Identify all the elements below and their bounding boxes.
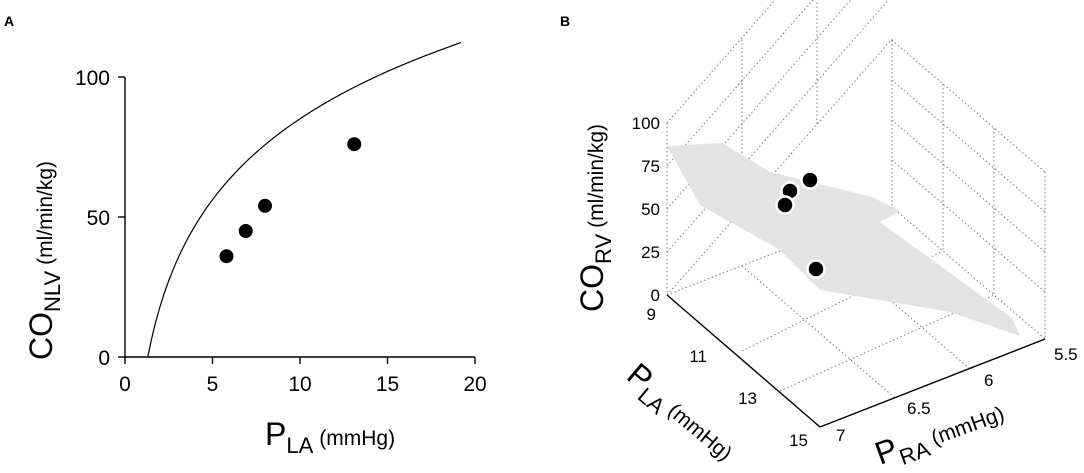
panel-a-y-tick-label: 100	[75, 67, 110, 90]
panel-b-pra-label-unit: (mmHg)	[928, 402, 1007, 450]
panel-a-x-axis-label: PLA (mmHg)	[265, 416, 395, 458]
panel-a-points	[217, 135, 364, 266]
panel-b: B	[560, 0, 1078, 473]
panel-a-point-4	[345, 135, 364, 154]
panel-b-pla-tick-label: 11	[689, 347, 707, 366]
panel-b-pla-axis	[666, 294, 821, 428]
panel-b-letter: B	[560, 13, 570, 29]
panel-b-pra-tick-label: 6	[984, 371, 993, 390]
panel-a-point-2	[236, 222, 255, 240]
panel-a-point-3	[256, 196, 274, 215]
panel-b-back-wall-grid	[891, 39, 1046, 339]
panel-b-regression-plane	[667, 143, 1020, 336]
panel-b-pla-label-unit: (mmHg)	[663, 399, 736, 465]
panel-b-z-tick-label: 0	[651, 286, 660, 305]
panel-a-x-label-main: P	[265, 416, 286, 452]
panel-a: A 0 50 100 0 5 10 15 20 PLA (mmHg) CONLV (…	[4, 13, 487, 458]
panel-a-x-label-sub: LA	[286, 433, 313, 458]
panel-a-x-tick-label: 15	[376, 373, 399, 396]
panel-b-pra-tick-label: 6.5	[907, 399, 931, 418]
panel-b-pra-label-sub: RA	[896, 436, 934, 470]
panel-b-z-label-main: CO	[574, 264, 610, 312]
panel-a-x-label-unit: (mmHg)	[319, 427, 395, 450]
panel-b-point	[800, 170, 820, 190]
panel-b-point	[775, 195, 795, 215]
panel-a-x-tick-label: 5	[207, 373, 219, 396]
panel-a-y-label-sub: NLV	[40, 271, 65, 312]
panel-a-fit-curve	[147, 42, 462, 358]
panel-b-pra-tick-label: 5.5	[1054, 345, 1078, 364]
panel-b-pla-axis-label: PLA(mmHg)	[617, 356, 744, 472]
panel-b-z-label-sub: RV	[591, 234, 616, 264]
panel-b-z-tick-label: 25	[641, 243, 660, 262]
panel-b-pla-tick-label: 9	[647, 305, 656, 324]
panel-a-y-label-main: CO	[23, 312, 59, 360]
panel-a-x-tick-label: 0	[119, 373, 131, 396]
panel-a-y-label-unit: (ml/min/kg)	[34, 161, 57, 265]
panel-b-pra-axis	[819, 338, 1046, 428]
panel-b-pla-tick-label: 13	[738, 389, 757, 408]
panel-b-z-axis-label: CORV (ml/min/kg)	[574, 124, 616, 312]
panel-b-z-label-unit: (ml/min/kg)	[585, 124, 608, 228]
panel-b-points	[775, 170, 826, 279]
panel-a-x-tick-label: 10	[288, 373, 311, 396]
panel-b-z-tick-label: 100	[632, 114, 660, 133]
panel-a-letter: A	[4, 13, 14, 29]
panel-b-pra-tick-label: 7	[836, 426, 845, 445]
panel-b-pla-tick-label: 15	[789, 431, 808, 450]
panel-a-y-axis-label: CONLV (ml/min/kg)	[23, 161, 65, 360]
panel-a-x-tick-label: 20	[463, 373, 486, 396]
panel-b-pra-axis-label: PRA(mmHg)	[870, 392, 1010, 473]
panel-b-z-tick-label: 50	[641, 200, 660, 219]
panel-a-y-tick-label: 50	[87, 207, 110, 230]
panel-b-point	[806, 259, 826, 279]
panel-a-point-1	[217, 247, 236, 266]
panel-a-y-tick-label: 0	[98, 347, 110, 370]
panel-b-z-tick-label: 75	[641, 157, 660, 176]
